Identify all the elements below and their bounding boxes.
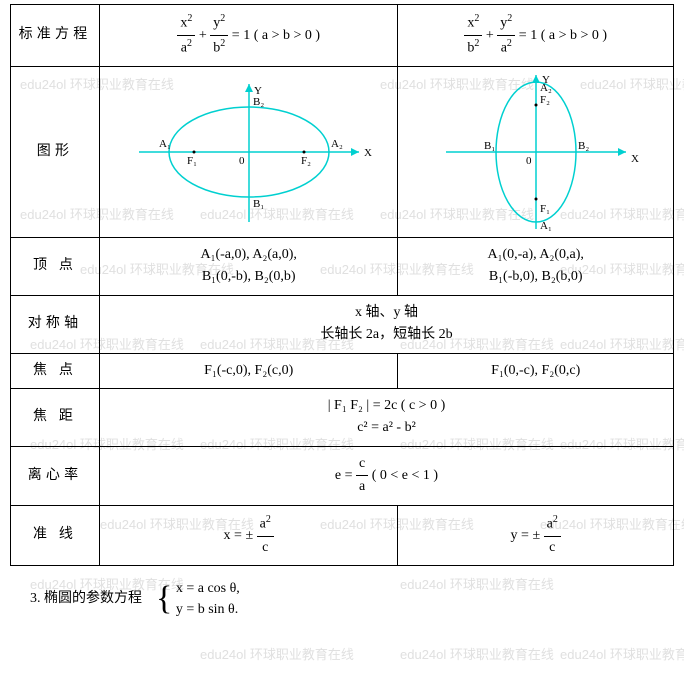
svg-text:A₁: A₁ — [159, 138, 171, 150]
svg-text:0: 0 — [239, 155, 245, 167]
label-symmetry: 对称轴 — [11, 295, 100, 353]
label-vertices: 顶 点 — [11, 238, 100, 296]
ellipse-properties-table: 标准方程 x2a2 + y2b2 = 1 ( a > b > 0 ) x2b2 … — [10, 4, 674, 566]
graph-horizontal: Y X A₁ A₂ B₂ B₁ F₁ F₂ 0 — [100, 67, 398, 238]
parametric-equation-note: 3. 椭圆的参数方程 { x = a cos θ, y = b sin θ. — [30, 578, 684, 620]
label-focal-distance: 焦 距 — [11, 389, 100, 447]
ellipse-horizontal-svg: Y X A₁ A₂ B₂ B₁ F₁ F₂ 0 — [119, 72, 379, 232]
svg-text:B₂: B₂ — [253, 96, 264, 108]
equation-horizontal: x2a2 + y2b2 = 1 ( a > b > 0 ) — [100, 5, 398, 67]
label-focus: 焦 点 — [11, 353, 100, 388]
directrix-vertical: y = ± a2c — [398, 505, 674, 565]
svg-text:B₁: B₁ — [484, 140, 495, 152]
label-equation: 标准方程 — [11, 5, 100, 67]
svg-text:A₂: A₂ — [540, 82, 552, 94]
label-eccentricity: 离心率 — [11, 446, 100, 505]
svg-text:A₁: A₁ — [540, 220, 552, 232]
symmetry-content: x 轴、y 轴 长轴长 2a，短轴长 2b — [100, 295, 674, 353]
svg-text:F₁: F₁ — [540, 203, 550, 215]
svg-text:0: 0 — [526, 155, 532, 167]
graph-vertical: Y X A₂ A₁ B₁ B₂ F₂ F₁ 0 — [398, 67, 674, 238]
label-shape: 图形 — [11, 67, 100, 238]
svg-text:F₁: F₁ — [187, 155, 197, 167]
svg-text:A₂: A₂ — [331, 138, 343, 150]
equation-vertical: x2b2 + y2a2 = 1 ( a > b > 0 ) — [398, 5, 674, 67]
svg-text:B₂: B₂ — [578, 140, 589, 152]
directrix-horizontal: x = ± a2c — [100, 505, 398, 565]
svg-text:F₂: F₂ — [301, 155, 311, 167]
focal-distance-content: | F₁ F₂ | = 2c ( c > 0 ) c² = a² - b² — [100, 389, 674, 447]
vertices-vertical: A₁(0,-a), A₂(0,a), B₁(-b,0), B₂(b,0) — [398, 238, 674, 296]
svg-text:X: X — [364, 147, 372, 159]
label-directrix: 准 线 — [11, 505, 100, 565]
eccentricity-content: e = ca ( 0 < e < 1 ) — [100, 446, 674, 505]
vertices-horizontal: A₁(-a,0), A₂(a,0), B₁(0,-b), B₂(0,b) — [100, 238, 398, 296]
focus-vertical: F₁(0,-c), F₂(0,c) — [398, 353, 674, 388]
focus-horizontal: F₁(-c,0), F₂(c,0) — [100, 353, 398, 388]
svg-text:X: X — [631, 153, 639, 165]
svg-text:B₁: B₁ — [253, 198, 264, 210]
ellipse-vertical-svg: Y X A₂ A₁ B₁ B₂ F₂ F₁ 0 — [416, 67, 656, 237]
svg-text:F₂: F₂ — [540, 94, 550, 106]
